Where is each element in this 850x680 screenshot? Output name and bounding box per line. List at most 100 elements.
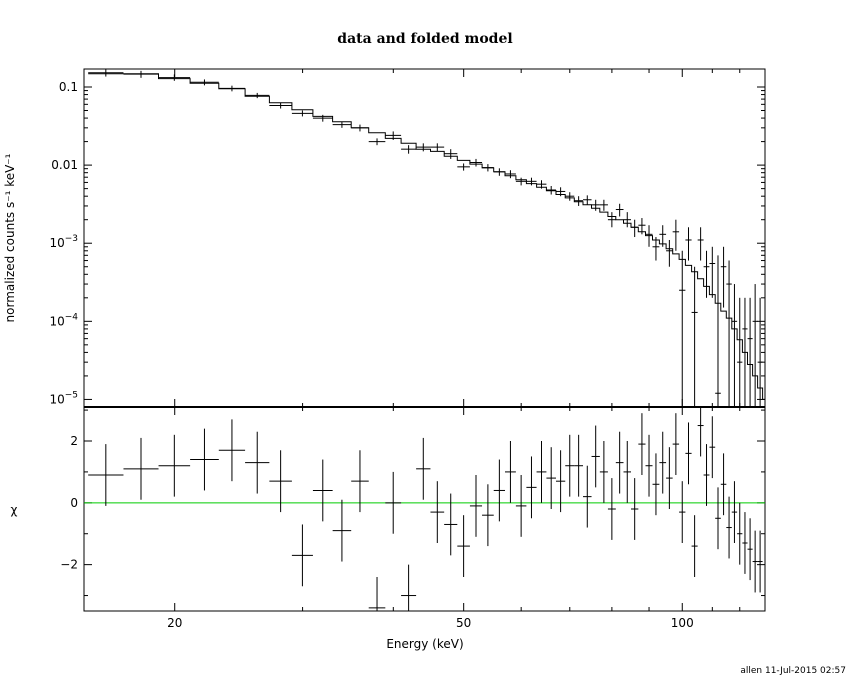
tick-exponent: −4 <box>65 312 79 322</box>
data-point <box>444 149 458 159</box>
residual-point <box>312 459 333 522</box>
data-point <box>623 212 632 228</box>
data-point <box>245 92 270 99</box>
residual-point <box>591 425 600 488</box>
folded-model-line <box>88 73 765 400</box>
lower-y-tick-label: 0 <box>70 496 78 510</box>
data-point <box>652 237 660 261</box>
residual-point <box>291 524 313 587</box>
lower-y-tick-label: −2 <box>60 558 78 572</box>
residual-point <box>631 478 639 540</box>
residual-point <box>742 512 748 574</box>
residual-point <box>638 413 646 475</box>
data-point <box>742 297 748 407</box>
tick-base: 10 <box>49 392 64 406</box>
residual-point <box>666 447 673 509</box>
data-point <box>312 114 333 122</box>
residual-point <box>536 441 547 503</box>
residual-point <box>218 419 246 482</box>
residual-point <box>368 577 386 611</box>
data-point <box>747 297 753 407</box>
tick-base: 0.01 <box>51 158 78 172</box>
residual-point <box>504 441 516 503</box>
data-point <box>737 297 743 407</box>
data-point <box>123 70 159 78</box>
residual-point <box>672 413 680 475</box>
data-point <box>190 79 219 86</box>
residual-point <box>757 530 763 593</box>
data-point <box>607 212 616 228</box>
upper-y-tick-label: 0.1 <box>59 80 78 94</box>
residual-point <box>515 475 527 537</box>
residual-point <box>709 416 716 479</box>
residual-point <box>190 428 219 491</box>
data-point <box>218 85 246 92</box>
residual-point <box>493 459 505 522</box>
residual-point <box>697 407 704 457</box>
data-point <box>416 143 431 152</box>
data-point <box>599 199 608 211</box>
data-point <box>546 186 556 195</box>
data-point <box>583 195 592 205</box>
residual-point <box>430 481 445 543</box>
tick-exponent: −3 <box>65 234 78 244</box>
residual-point <box>385 471 402 534</box>
residual-point <box>645 434 653 497</box>
data-point <box>574 196 584 206</box>
tick-base: 10 <box>49 236 64 250</box>
data-point <box>515 177 527 186</box>
upper-y-axis-label: normalized counts s⁻¹ keV⁻¹ <box>3 153 17 322</box>
data-point <box>645 225 653 247</box>
residual-point <box>659 431 667 494</box>
data-point <box>469 158 483 167</box>
upper-y-tick-label: 10−5 <box>49 390 78 406</box>
data-point <box>591 199 600 211</box>
residual-point <box>679 481 686 543</box>
residual-point <box>685 422 692 485</box>
residual-point <box>482 484 494 547</box>
upper-y-tick-label: 10−4 <box>49 312 78 328</box>
residual-point <box>726 496 732 559</box>
data-point <box>691 266 698 407</box>
residual-point <box>401 564 417 611</box>
x-tick-label: 100 <box>671 616 694 630</box>
x-tick-label: 20 <box>167 616 182 630</box>
data-point <box>291 110 313 117</box>
residual-point <box>731 481 738 543</box>
upper-data-points <box>88 69 763 407</box>
residual-point <box>269 450 292 513</box>
data-point <box>631 219 639 238</box>
residual-point <box>715 487 721 550</box>
data-point <box>536 180 547 189</box>
residual-point <box>623 441 632 503</box>
data-point <box>401 145 417 154</box>
data-point <box>385 131 402 140</box>
data-point <box>726 260 732 407</box>
residual-point <box>469 475 483 537</box>
lower-residual-points <box>88 407 763 611</box>
residual-point <box>565 434 575 497</box>
data-point <box>685 227 692 261</box>
x-axis-ticks: 20 50 100 <box>167 69 766 630</box>
data-point <box>679 250 686 407</box>
data-point <box>555 187 566 197</box>
data-point <box>368 138 386 146</box>
data-point <box>526 177 537 186</box>
data-point <box>666 239 673 267</box>
lower-y-tick-label: 2 <box>70 434 78 448</box>
data-point <box>672 219 680 251</box>
data-point <box>269 102 292 109</box>
residual-point <box>752 530 758 593</box>
data-point <box>615 203 624 217</box>
upper-y-tick-label: 0.01 <box>51 158 78 172</box>
residual-point <box>245 431 270 494</box>
lower-y-axis-label: χ <box>11 503 18 517</box>
data-point <box>88 69 124 77</box>
residual-point <box>737 502 743 565</box>
data-point <box>715 255 721 407</box>
residual-point <box>615 431 624 494</box>
residual-point <box>351 450 369 513</box>
data-point <box>720 246 727 308</box>
data-point <box>638 218 646 235</box>
data-point <box>430 143 445 152</box>
